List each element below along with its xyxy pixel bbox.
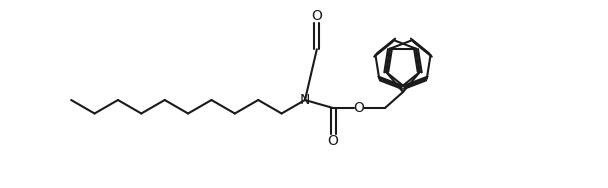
Text: O: O [328, 134, 339, 148]
Text: O: O [311, 9, 322, 23]
Text: O: O [354, 101, 364, 115]
Text: N: N [300, 93, 310, 107]
